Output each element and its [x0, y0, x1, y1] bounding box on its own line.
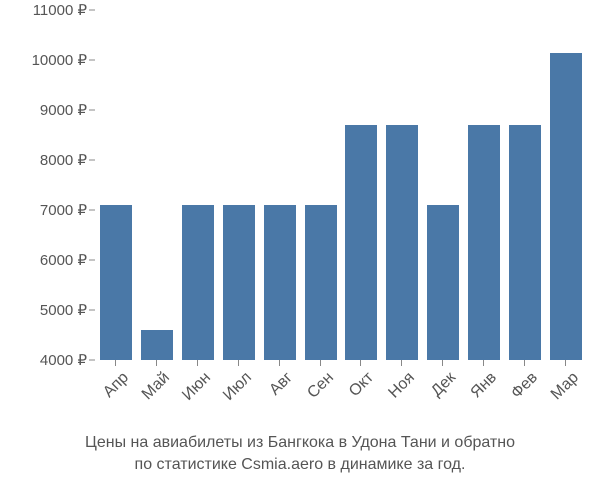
bar: [427, 205, 459, 360]
x-axis-label: Дек: [428, 369, 460, 401]
bar: [345, 125, 377, 360]
y-tick-label: 9000 ₽: [40, 101, 87, 119]
x-axis-label: Ноя: [386, 369, 419, 402]
bar: [264, 205, 296, 360]
y-axis: 4000 ₽5000 ₽6000 ₽7000 ₽8000 ₽9000 ₽1000…: [0, 10, 95, 360]
x-axis-label: Апр: [100, 369, 133, 402]
y-tick-label: 5000 ₽: [40, 301, 87, 319]
x-axis-label: Мар: [547, 369, 582, 404]
bar: [509, 125, 541, 360]
caption-line-1: Цены на авиабилеты из Бангкока в Удона Т…: [85, 434, 515, 451]
bar: [305, 205, 337, 360]
x-axis-label: Июн: [179, 369, 215, 405]
y-tick-label: 10000 ₽: [32, 51, 87, 69]
y-tick-label: 11000 ₽: [33, 1, 87, 19]
x-axis-label: Янв: [467, 369, 500, 402]
x-axis-label: Окт: [346, 369, 378, 401]
bar: [100, 205, 132, 360]
y-tick-label: 4000 ₽: [40, 351, 87, 369]
bar: [182, 205, 214, 360]
bars-container: [96, 10, 585, 360]
y-tick-label: 6000 ₽: [40, 251, 87, 269]
bar: [141, 330, 173, 360]
caption-line-2: по статистике Csmia.aero в динамике за г…: [135, 456, 466, 473]
x-axis-label: Май: [139, 369, 174, 404]
x-axis-label: Июл: [220, 369, 256, 405]
x-axis-label: Авг: [266, 369, 296, 399]
plot-area: [95, 10, 585, 360]
x-axis-label: Фев: [508, 369, 542, 403]
bar: [468, 125, 500, 360]
chart-caption: Цены на авиабилеты из Бангкока в Удона Т…: [0, 432, 600, 475]
price-chart: 4000 ₽ 5000 ₽ 6000 ₽ 7000 ₽ 8000 ₽ 9000 ₽ 1000…: [0, 0, 600, 500]
bar: [550, 53, 582, 361]
y-tick-label: 8000 ₽: [40, 151, 87, 169]
y-tick-label: 7000 ₽: [40, 201, 87, 219]
x-axis-labels: АпрМайИюнИюл Авг Сен ОктНоя ДекЯнвФевМар: [95, 365, 585, 425]
bar: [223, 205, 255, 360]
x-axis-label: Сен: [304, 369, 337, 402]
bar: [386, 125, 418, 360]
